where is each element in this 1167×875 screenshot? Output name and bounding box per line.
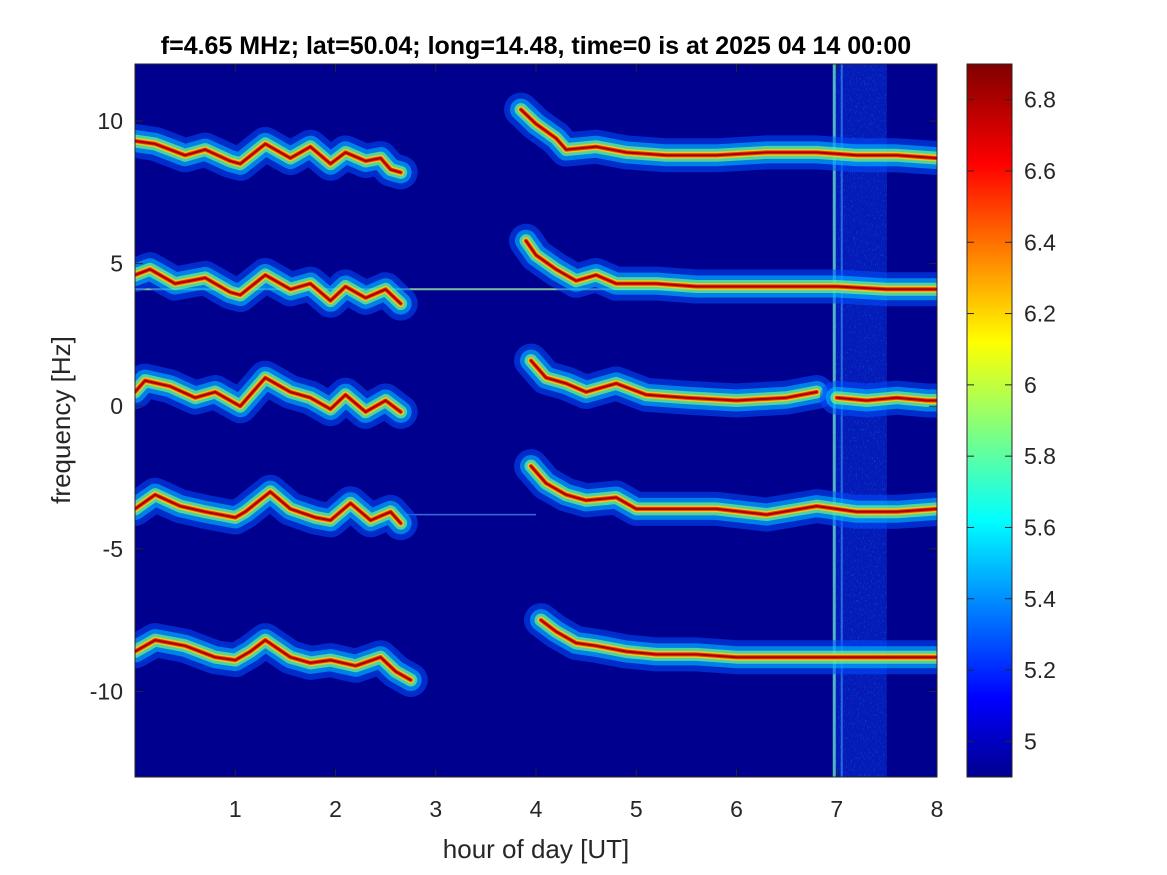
x-axis-ticks: 1 2 3 4 5 6 7 8: [229, 64, 944, 822]
interference-line: [832, 64, 836, 777]
colorbar-gradient: [967, 64, 1012, 777]
y-tick-label: -10: [90, 678, 123, 704]
x-tick-label: 2: [329, 796, 342, 822]
echo-trace: [135, 603, 937, 697]
echo-trace: [135, 223, 937, 321]
plot-area: 1 2 3 4 5 6 7 8 10 5 0 -5 -10: [90, 63, 944, 822]
echo-trace: [135, 449, 937, 541]
colorbar-tick-label: 6.8: [1024, 87, 1056, 113]
echo-trace-line: [135, 376, 402, 413]
colorbar-tick-label: 5: [1024, 728, 1037, 754]
echo-trace-line: [135, 639, 412, 681]
echo-trace-line: [530, 465, 937, 516]
echo-trace-line: [520, 108, 937, 160]
y-tick-label: -5: [103, 536, 123, 562]
x-tick-label: 8: [931, 796, 944, 822]
chart-title: f=4.65 MHz; lat=50.04; long=14.48, time=…: [161, 32, 911, 60]
colorbar-tick-label: 5.8: [1024, 443, 1056, 469]
colorbar-ticks: 6.8 6.6 6.4 6.2 6 5.8 5.6 5.4 5.2 5: [967, 87, 1056, 754]
colorbar-tick-label: 6.2: [1024, 301, 1056, 327]
y-axis-label: frequency [Hz]: [46, 336, 76, 504]
x-axis-label: hour of day [UT]: [443, 834, 629, 864]
echo-trace-line: [540, 619, 937, 659]
echo-trace-line: [525, 239, 937, 291]
echo-trace-line: [135, 490, 402, 525]
colorbar-tick-label: 6: [1024, 372, 1037, 398]
x-tick-label: 7: [830, 796, 843, 822]
echo-trace: [135, 343, 937, 429]
colorbar-frame: [966, 63, 1013, 778]
colorbar: 6.8 6.6 6.4 6.2 6 5.8 5.6 5.4 5.2 5: [966, 63, 1056, 778]
x-tick-label: 6: [730, 796, 743, 822]
colorbar-tick-label: 5.2: [1024, 657, 1056, 683]
y-tick-label: 5: [110, 251, 123, 277]
echo-trace: [135, 92, 937, 190]
echo-trace-line: [135, 140, 402, 174]
y-tick-label: 0: [110, 393, 123, 419]
echo-trace-line: [835, 396, 937, 402]
echo-trace-line: [530, 359, 818, 402]
y-tick-label: 10: [97, 108, 123, 134]
spectrogram-marks: [135, 64, 937, 777]
echo-trace-line: [135, 268, 402, 305]
colorbar-tick-label: 6.4: [1024, 229, 1056, 255]
colorbar-tick-label: 5.6: [1024, 514, 1056, 540]
colorbar-tick-label: 6.6: [1024, 158, 1056, 184]
colorbar-tick-label: 5.4: [1024, 586, 1056, 612]
x-tick-label: 3: [429, 796, 442, 822]
x-tick-label: 1: [229, 796, 242, 822]
y-axis-ticks: 10 5 0 -5 -10: [90, 108, 937, 704]
x-tick-label: 5: [630, 796, 643, 822]
x-tick-label: 4: [530, 796, 543, 822]
